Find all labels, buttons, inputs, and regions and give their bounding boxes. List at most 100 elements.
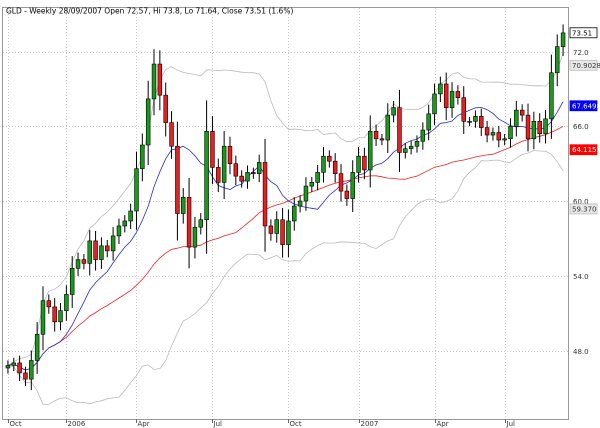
candle-up — [221, 145, 227, 183]
price-label-text: 67.6498 — [572, 102, 600, 110]
price-axis: 48.0 54.0 60.0 66.0 72.0 — [573, 49, 589, 356]
candle-up — [286, 220, 291, 245]
candle-up — [198, 219, 203, 228]
candle-up — [502, 138, 507, 141]
candle-up — [426, 113, 431, 131]
price-tick-label: 72.0 — [573, 49, 589, 57]
candle-down — [519, 109, 525, 116]
candle-up — [432, 93, 437, 115]
candle-up — [438, 83, 443, 95]
candle-up — [110, 235, 116, 252]
candle-down — [23, 372, 28, 380]
candle-down — [17, 362, 22, 374]
candle-down — [81, 259, 87, 264]
band_upper — [7, 53, 564, 366]
candle-down — [496, 132, 502, 141]
candle-down — [373, 131, 379, 140]
candle-up — [274, 219, 279, 234]
candle-down — [362, 155, 367, 171]
candle-up — [543, 118, 548, 135]
candle-up — [508, 126, 513, 140]
candle-up — [391, 107, 396, 116]
price-label-box — [569, 203, 598, 215]
candle-down — [46, 300, 52, 308]
candle-up — [87, 240, 92, 264]
time-tick-label: 2007 — [361, 420, 379, 428]
candle-down — [379, 138, 385, 141]
time-tick-label: Jul — [506, 420, 516, 428]
price-label-text: 64.1152 — [572, 146, 600, 154]
candle-up — [368, 131, 373, 171]
price-tick-label: 60.0 — [573, 198, 589, 206]
candle-down — [332, 160, 338, 174]
candle-down — [484, 127, 490, 136]
price-label-box — [569, 27, 598, 39]
candle-down — [338, 173, 344, 192]
candle-up — [420, 129, 426, 142]
candle-up — [315, 172, 320, 183]
candle-down — [93, 240, 98, 260]
candle-up — [181, 197, 186, 214]
candle-up — [555, 46, 560, 74]
candle-up — [34, 334, 40, 361]
candle-down — [479, 116, 484, 128]
candle-up — [58, 310, 63, 323]
candle-down — [186, 197, 192, 248]
candle-up — [122, 220, 128, 227]
candle-up — [467, 121, 472, 123]
candle-down — [268, 225, 274, 234]
candle-up — [128, 210, 133, 222]
candle-up — [356, 155, 361, 173]
ma_fast — [7, 101, 564, 371]
candle-up — [204, 131, 209, 221]
candle-down — [262, 162, 268, 227]
candle-down — [537, 121, 542, 135]
candle-down — [525, 114, 531, 140]
chart-title: GLD - Weekly 28/09/2007 Open 72.57, Hi 7… — [6, 7, 293, 16]
candle-down — [461, 97, 466, 122]
candle-up — [5, 365, 11, 369]
candle-up — [192, 226, 198, 248]
plot-frame — [2, 7, 569, 420]
candle-up — [151, 63, 157, 100]
candle-down — [443, 83, 449, 108]
time-tick-label: Apr — [437, 420, 449, 428]
candle-up — [309, 182, 315, 187]
candle-up — [69, 267, 75, 295]
candle-down — [210, 131, 215, 168]
candle-up — [99, 245, 104, 260]
candle-up — [75, 259, 81, 269]
price-tick-label: 66.0 — [573, 123, 589, 131]
candle-down — [327, 155, 332, 162]
price-label-text: 70.9028 — [572, 62, 600, 70]
candle-up — [414, 140, 420, 147]
candle-up — [560, 32, 566, 47]
candle-up — [29, 360, 34, 380]
time-tick-label: Oct — [10, 420, 22, 428]
time-tick-label: 2006 — [68, 420, 86, 428]
price-label-text: 59.370 — [572, 205, 597, 213]
candle-up — [514, 109, 519, 127]
price-tick-label: 48.0 — [573, 348, 589, 356]
time-tick-label: Jul — [213, 420, 223, 428]
candle-down — [105, 245, 110, 252]
candle-up — [134, 168, 139, 212]
candle-up — [292, 205, 297, 222]
candle-up — [473, 116, 478, 122]
candle-up — [490, 132, 496, 136]
candle-up — [11, 362, 16, 366]
candle-down — [157, 63, 163, 96]
candle-down — [280, 219, 285, 245]
candle-up — [403, 148, 408, 153]
ma_slow — [7, 125, 564, 371]
candle-down — [251, 172, 256, 174]
candle-down — [163, 94, 168, 123]
candle-down — [455, 91, 461, 98]
time-tick-label: Oct — [290, 420, 302, 428]
candle-up — [350, 172, 355, 199]
candle-up — [303, 185, 309, 202]
candle-down — [227, 145, 233, 164]
band_lower — [7, 150, 564, 405]
candle-up — [297, 200, 303, 207]
